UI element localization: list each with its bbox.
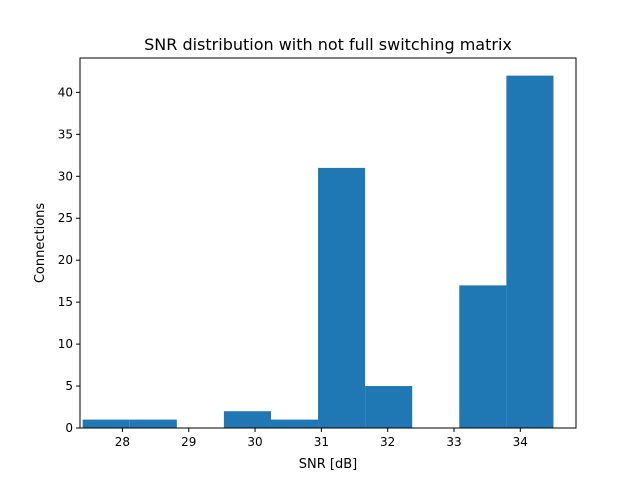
y-tick-label: 25 [58, 211, 73, 225]
y-tick-label: 10 [58, 337, 73, 351]
x-axis-label: SNR [dB] [299, 457, 357, 472]
bars-group [82, 75, 554, 428]
histogram-bar [459, 285, 507, 428]
x-tick-label: 28 [115, 435, 130, 449]
y-axis-ticks: 0 5 10 15 20 25 30 35 40 [58, 85, 80, 435]
histogram-bar [82, 419, 130, 428]
histogram-bar [506, 75, 554, 428]
x-tick-label: 29 [181, 435, 196, 449]
histogram-bar [223, 411, 271, 428]
x-tick-label: 30 [247, 435, 262, 449]
histogram-bar [318, 167, 366, 428]
y-tick-label: 35 [58, 127, 73, 141]
x-tick-label: 34 [513, 435, 528, 449]
histogram-bar [129, 419, 177, 428]
chart-title: SNR distribution with not full switching… [144, 35, 512, 54]
y-tick-label: 20 [58, 253, 73, 267]
histogram-bar [365, 386, 413, 428]
y-axis-label: Connections [33, 203, 48, 284]
histogram-bar [270, 419, 319, 428]
y-tick-label: 0 [65, 421, 73, 435]
plot-area-frame [79, 57, 577, 429]
y-tick-label: 5 [65, 379, 73, 393]
x-tick-label: 31 [314, 435, 329, 449]
y-tick-label: 40 [58, 85, 73, 99]
x-tick-label: 32 [380, 435, 395, 449]
x-axis-ticks: 28 29 30 31 32 33 34 [115, 428, 528, 449]
x-tick-label: 33 [446, 435, 461, 449]
y-tick-label: 30 [58, 169, 73, 183]
y-tick-label: 15 [58, 295, 73, 309]
